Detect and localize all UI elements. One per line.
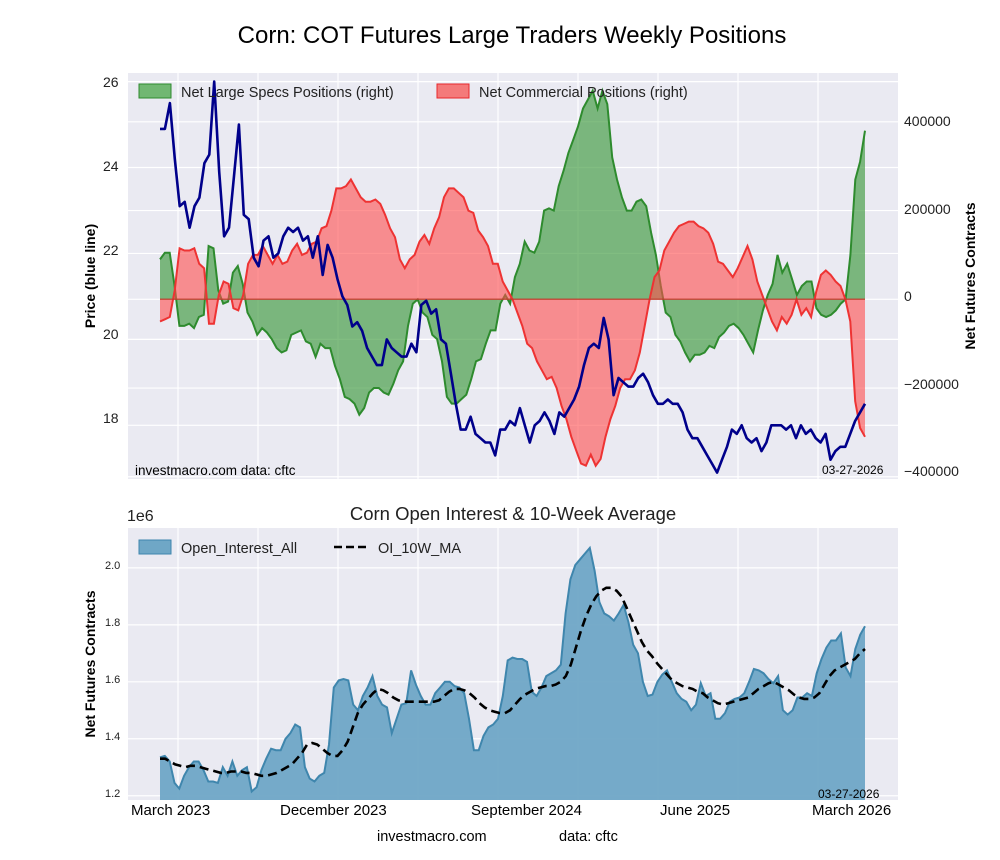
oi-tick-1.8: 1.8: [105, 617, 120, 629]
legend-label-large-specs: Net Large Specs Positions (right): [181, 85, 394, 101]
chart-canvas: Net Large Specs Positions (right) Net Co…: [0, 0, 1000, 860]
left-tick-24: 24: [103, 158, 119, 174]
left-tick-26: 26: [103, 74, 119, 90]
legend-swatch-commercial: [437, 84, 469, 98]
upper-date-note: 03-27-2026: [822, 463, 883, 477]
right-tick-400000: 400000: [904, 113, 951, 129]
footer-site: investmacro.com: [377, 829, 487, 845]
x-tick-june-2025: June 2025: [660, 802, 730, 819]
right-tick-neg200000: −200000: [904, 376, 959, 392]
legend-label-oi-ma: OI_10W_MA: [378, 541, 461, 557]
oi-tick-1.6: 1.6: [105, 674, 120, 686]
upper-source-note: investmacro.com data: cftc: [135, 463, 296, 478]
legend-label-commercial: Net Commercial Positions (right): [479, 85, 688, 101]
legend-swatch-open-interest: [139, 540, 171, 554]
footer-source: data: cftc: [559, 829, 618, 845]
oi-tick-2.0: 2.0: [105, 560, 120, 572]
x-tick-march-2026: March 2026: [812, 802, 891, 819]
left-tick-18: 18: [103, 410, 119, 426]
x-tick-december-2023: December 2023: [280, 802, 387, 819]
oi-axis-label: Net Futures Contracts: [82, 590, 98, 737]
left-tick-22: 22: [103, 242, 119, 258]
right-axis-label: Net Futures Contracts: [962, 202, 978, 349]
x-tick-march-2023: March 2023: [131, 802, 210, 819]
oi-chart-title: Corn Open Interest & 10-Week Average: [128, 503, 898, 525]
oi-multiplier: 1e6: [127, 508, 154, 526]
right-tick-200000: 200000: [904, 201, 951, 217]
legend-swatch-large-specs: [139, 84, 171, 98]
right-tick-neg400000: −400000: [904, 463, 959, 479]
oi-tick-1.4: 1.4: [105, 731, 120, 743]
legend-label-open-interest: Open_Interest_All: [181, 541, 297, 557]
left-tick-20: 20: [103, 326, 119, 342]
left-axis-label: Price (blue line): [82, 224, 98, 328]
oi-tick-1.2: 1.2: [105, 788, 120, 800]
oi-date-note: 03-27-2026: [818, 787, 879, 801]
x-tick-september-2024: September 2024: [471, 802, 582, 819]
right-tick-0: 0: [904, 288, 912, 304]
